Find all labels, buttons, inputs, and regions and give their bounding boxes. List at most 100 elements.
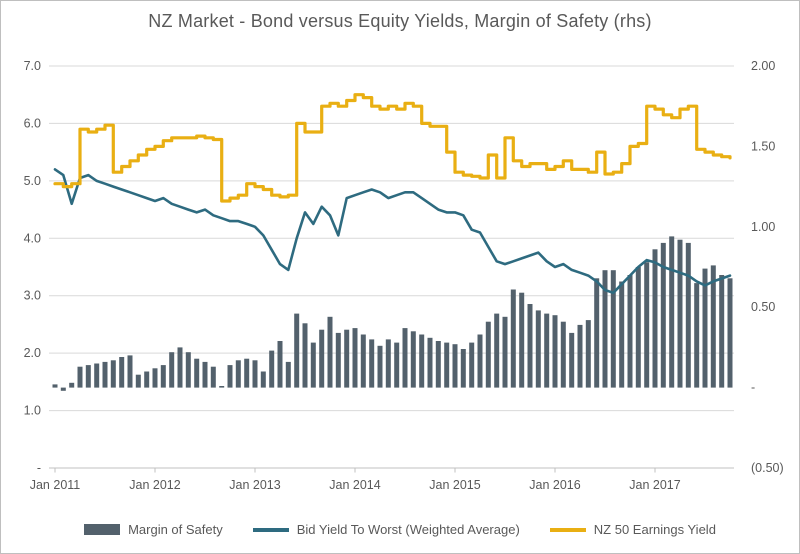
margin-bar xyxy=(610,270,616,388)
margin-bar xyxy=(277,341,283,388)
right-axis-label: 0.50 xyxy=(751,300,775,314)
margin-bar xyxy=(319,329,325,388)
left-axis-label: 3.0 xyxy=(24,289,41,303)
margin-bar xyxy=(652,249,658,388)
left-axis-label: 1.0 xyxy=(24,404,41,418)
margin-bar xyxy=(260,371,266,388)
earnings-yield-swatch-icon xyxy=(549,527,586,532)
margin-bar xyxy=(510,289,516,388)
left-axis-label: 4.0 xyxy=(24,231,41,245)
left-axis-label: 6.0 xyxy=(24,116,41,130)
x-axis-label: Jan 2017 xyxy=(629,478,680,492)
margin-bar xyxy=(110,360,116,388)
margin-bar xyxy=(227,365,233,388)
legend-label-earnings-yield: NZ 50 Earnings Yield xyxy=(593,522,716,537)
x-axis-label: Jan 2013 xyxy=(229,478,280,492)
margin-bar xyxy=(77,366,83,388)
right-axis-label: 2.00 xyxy=(751,59,775,73)
margin-bar xyxy=(294,313,300,388)
earnings-yield-line xyxy=(53,93,732,203)
margin-bar xyxy=(727,278,733,388)
left-axis-label: - xyxy=(37,461,41,475)
margin-bar xyxy=(452,344,458,388)
margin-bar xyxy=(285,361,291,388)
margin-bar xyxy=(669,236,675,388)
margin-bar xyxy=(160,365,166,388)
margin-bar xyxy=(585,320,591,388)
margin-bar xyxy=(485,321,491,388)
margin-bar xyxy=(152,368,158,388)
margin-bar xyxy=(677,239,683,388)
margin-bar xyxy=(235,360,241,388)
margin-bar xyxy=(202,361,208,388)
right-axis-label: 1.50 xyxy=(751,139,775,153)
margin-bar xyxy=(252,360,258,388)
margin-bar xyxy=(702,268,708,388)
margin-bar xyxy=(685,242,691,388)
left-axis-label: 7.0 xyxy=(24,59,41,73)
margin-bar xyxy=(477,334,483,388)
bid-yield-line xyxy=(53,168,732,295)
x-axis-label: Jan 2015 xyxy=(429,478,480,492)
margin-bar xyxy=(394,342,400,388)
margin-bar xyxy=(60,387,66,391)
margin-bar xyxy=(385,339,391,388)
margin-bar xyxy=(660,242,666,388)
margin-bar xyxy=(185,352,191,388)
margin-bar xyxy=(577,324,583,388)
legend-item-bid-yield: Bid Yield To Worst (Weighted Average) xyxy=(252,522,520,537)
margin-bar xyxy=(302,323,308,388)
margin-bar xyxy=(552,315,558,388)
margin-bar xyxy=(594,278,600,388)
right-axis-label: 1.00 xyxy=(751,220,775,234)
margin-bar xyxy=(410,331,416,388)
margin-bar xyxy=(219,386,225,388)
legend-item-margin-of-safety: Margin of Safety xyxy=(84,522,223,537)
margin-bar xyxy=(194,358,200,388)
margin-bar xyxy=(52,384,58,388)
margin-bar xyxy=(360,334,366,388)
margin-bar xyxy=(444,342,450,388)
margin-bar xyxy=(494,313,500,388)
margin-bar xyxy=(419,334,425,388)
margin-bar xyxy=(210,366,216,388)
margin-bar xyxy=(344,329,350,388)
margin-bar xyxy=(135,374,141,388)
x-axis-label: Jan 2011 xyxy=(30,478,81,492)
margin-bar xyxy=(244,358,250,388)
margin-bar xyxy=(327,316,333,388)
margin-bar xyxy=(144,371,150,388)
margin-bar xyxy=(469,342,475,388)
x-axis-label: Jan 2014 xyxy=(329,478,380,492)
margin-bar xyxy=(352,328,358,388)
margin-bar xyxy=(635,267,641,388)
margin-bar xyxy=(402,328,408,388)
margin-bar xyxy=(85,365,91,388)
margin-bar xyxy=(619,281,625,388)
margin-bar xyxy=(435,341,441,388)
margin-bar xyxy=(694,283,700,388)
margin-bar xyxy=(602,270,608,388)
x-axis-label: Jan 2016 xyxy=(529,478,580,492)
chart-title: NZ Market - Bond versus Equity Yields, M… xyxy=(148,11,652,31)
margin-bar xyxy=(94,363,100,388)
margin-bar xyxy=(177,347,183,388)
margin-bar xyxy=(102,361,108,388)
margin-bar xyxy=(569,332,575,388)
legend-item-earnings-yield: NZ 50 Earnings Yield xyxy=(549,522,716,537)
margin-bar xyxy=(560,321,566,388)
margin-bar xyxy=(644,262,650,388)
left-axis-label: 5.0 xyxy=(24,174,41,188)
margin-bar xyxy=(69,382,75,388)
margin-bar xyxy=(544,313,550,388)
margin-bar xyxy=(719,275,725,388)
x-axis-label: Jan 2012 xyxy=(129,478,180,492)
margin-bar xyxy=(335,332,341,388)
margin-bar xyxy=(169,352,175,388)
margin-bar xyxy=(269,350,275,388)
margin-bar xyxy=(460,349,466,388)
margin-bar xyxy=(377,345,383,388)
margin-bar xyxy=(369,339,375,388)
margin-bar xyxy=(519,292,525,388)
